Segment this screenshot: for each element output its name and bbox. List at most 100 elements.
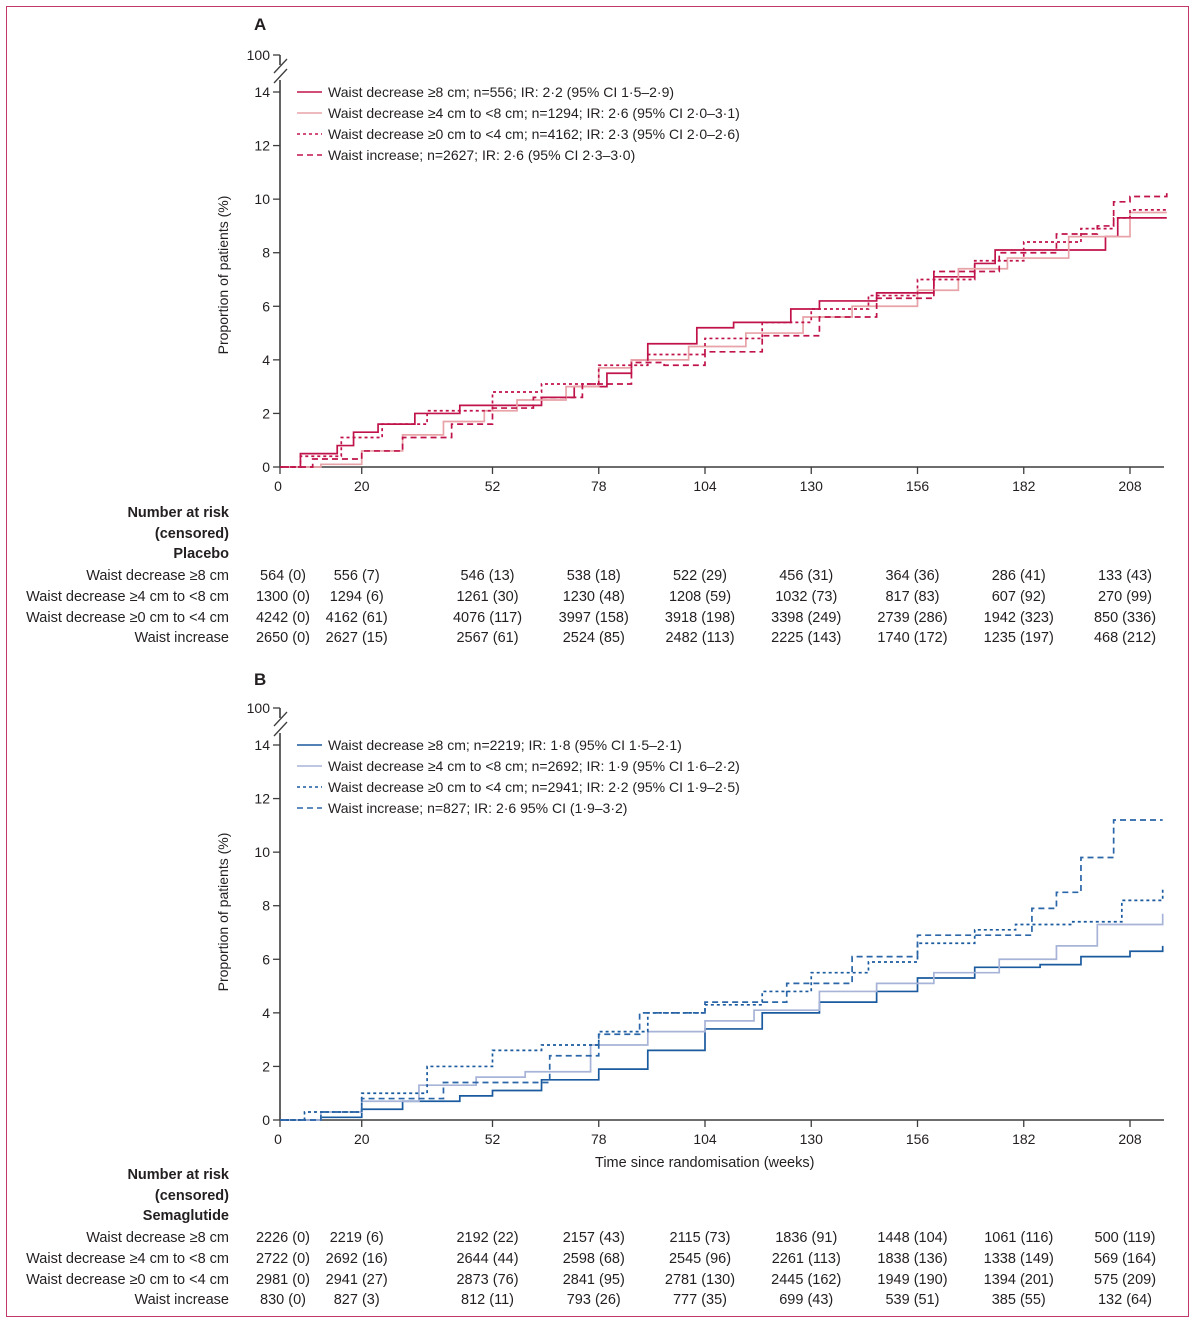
risk-cell: 2524 (85) — [562, 630, 625, 647]
risk-row-label: Waist increase — [134, 630, 229, 647]
risk-cell: 575 (209) — [1093, 1271, 1157, 1288]
risk-table-heading: (censored) — [154, 1187, 229, 1204]
risk-table-heading: (censored) — [154, 525, 229, 542]
risk-cell: 1061 (116) — [984, 1230, 1054, 1247]
panel-a-x-tick-label: 182 — [1012, 478, 1036, 494]
risk-cell: 2115 (73) — [669, 1230, 731, 1247]
panel-b-legend-entry: Waist decrease ≥0 cm to <4 cm; n=2941; I… — [328, 779, 740, 795]
panel-b-y-tick-label: 10 — [254, 844, 270, 860]
panel-b-y-tick-label: 2 — [262, 1058, 270, 1074]
panel-a-x-tick-label: 78 — [591, 478, 607, 494]
panel-b-series-line-0 — [280, 945, 1164, 1121]
risk-cell: 538 (18) — [566, 568, 621, 585]
panel-a-x-tick-label: 208 — [1118, 478, 1142, 494]
risk-cell: 522 (29) — [672, 568, 728, 585]
risk-cell: 2722 (0) — [255, 1250, 311, 1267]
risk-cell: 2225 (143) — [771, 630, 842, 647]
risk-cell: 2981 (0) — [255, 1271, 311, 1288]
panel-a-y-break-label: 100 — [247, 47, 271, 63]
panel-b-y-tick-label: 6 — [262, 951, 270, 967]
risk-row-label: Waist decrease ≥0 cm to <4 cm — [26, 609, 229, 626]
risk-cell: 1394 (201) — [983, 1271, 1054, 1288]
panel-b-axis-break-mark — [273, 721, 288, 737]
panel-b-plot: 100 0 2 4 6 8 10 12 14 Proportion of patients (%)… — [215, 700, 1164, 1147]
risk-cell: 4076 (117) — [452, 609, 523, 626]
panel-a-series-line-0 — [280, 217, 1167, 468]
panel-a-y-tick-label: 14 — [254, 84, 270, 100]
panel-b-y-tick-label: 0 — [262, 1112, 270, 1128]
risk-cell: 850 (336) — [1093, 609, 1157, 626]
panel-b-x-tick-label: 0 — [274, 1131, 282, 1147]
panel-b-series-line-3 — [280, 819, 1163, 1121]
panel-b-legend: Waist decrease ≥8 cm; n=2219; IR: 1·8 (9… — [297, 737, 740, 816]
risk-cell: 2567 (61) — [456, 630, 519, 647]
risk-row-label: Waist decrease ≥8 cm — [86, 568, 229, 585]
risk-cell: 468 (212) — [1093, 630, 1157, 647]
risk-cell: 2219 (6) — [329, 1230, 384, 1247]
panel-b-axis-break-mark — [273, 711, 288, 727]
risk-cell: 2781 (130) — [664, 1271, 736, 1288]
risk-cell: 777 (35) — [672, 1292, 728, 1309]
risk-cell: 1294 (6) — [329, 588, 384, 605]
risk-cell: 2545 (96) — [668, 1250, 732, 1267]
risk-cell: 539 (51) — [885, 1292, 940, 1309]
risk-cell: 3398 (249) — [771, 609, 842, 626]
panel-a-x-tick-label: 52 — [485, 478, 501, 494]
risk-cell: 2445 (162) — [771, 1271, 842, 1288]
risk-cell: 607 (92) — [991, 588, 1046, 605]
panel-a-y-tick-label: 0 — [262, 459, 270, 475]
risk-row-label: Waist increase — [134, 1292, 229, 1309]
risk-table-heading: Number at risk — [127, 1167, 229, 1183]
risk-cell: 2692 (16) — [325, 1250, 388, 1267]
risk-cell: 1836 (91) — [775, 1230, 838, 1247]
risk-cell: 2644 (44) — [456, 1250, 519, 1267]
panel-a-legend: Waist decrease ≥8 cm; n=556; IR: 2·2 (95… — [297, 84, 740, 163]
panel-b-x-tick-label: 182 — [1012, 1131, 1036, 1147]
panel-label-a: A — [254, 15, 267, 34]
panel-a-x-tick-label: 20 — [354, 478, 370, 494]
risk-cell: 817 (83) — [885, 588, 940, 605]
risk-cell: 2226 (0) — [255, 1230, 311, 1247]
panel-a-plot: 100 0 2 4 6 8 10 12 14 Proportion of patients (%)… — [215, 47, 1168, 494]
risk-cell: 456 (31) — [779, 568, 834, 585]
risk-cell: 2873 (76) — [456, 1271, 519, 1288]
panel-a-legend-entry: Waist increase; n=2627; IR: 2·6 (95% CI … — [328, 147, 635, 163]
risk-cell: 793 (26) — [566, 1292, 621, 1309]
panel-b-legend-entry: Waist increase; n=827; IR: 2·6 95% CI (1… — [328, 800, 627, 816]
panel-a-legend-entry: Waist decrease ≥0 cm to <4 cm; n=4162; I… — [328, 126, 740, 142]
risk-cell: 2941 (27) — [325, 1271, 388, 1288]
risk-cell: 133 (43) — [1097, 568, 1153, 585]
panel-b-y-axis-title: Proportion of patients (%) — [215, 833, 231, 992]
panel-b-y-break-label: 100 — [247, 700, 271, 716]
panel-b-legend-entry: Waist decrease ≥8 cm; n=2219; IR: 1·8 (9… — [328, 737, 682, 753]
risk-cell: 4242 (0) — [255, 609, 311, 626]
risk-cell: 1235 (197) — [983, 630, 1054, 647]
risk-cell: 270 (99) — [1097, 588, 1153, 605]
panel-a-x-tick-label: 0 — [274, 478, 282, 494]
panel-a-y-tick-label: 6 — [262, 298, 270, 314]
panel-label-b: B — [254, 670, 267, 689]
risk-cell: 556 (7) — [333, 568, 380, 585]
risk-cell: 1338 (149) — [983, 1250, 1054, 1267]
panel-b-y-tick-label: 14 — [254, 737, 270, 753]
risk-cell: 2192 (22) — [456, 1230, 519, 1247]
risk-row-label: Waist decrease ≥4 cm to <8 cm — [26, 1250, 229, 1267]
risk-table-heading: Semaglutide — [142, 1208, 229, 1225]
panel-a-axis-break-mark — [273, 68, 288, 84]
panel-b-x-tick-label: 156 — [906, 1131, 930, 1147]
panel-b-x-tick-label: 208 — [1118, 1131, 1142, 1147]
risk-cell: 2627 (15) — [325, 630, 388, 647]
panel-b-y-tick-label: 12 — [254, 791, 270, 807]
risk-cell: 1942 (323) — [983, 609, 1054, 626]
panel-b-y-tick-label: 4 — [262, 1005, 270, 1021]
panel-a-series-line-1 — [280, 211, 1167, 468]
risk-row-label: Waist decrease ≥8 cm — [86, 1230, 229, 1247]
risk-cell: 812 (11) — [461, 1292, 514, 1309]
risk-cell: 1230 (48) — [562, 588, 625, 605]
panel-b-x-tick-label: 104 — [693, 1131, 717, 1147]
risk-cell: 827 (3) — [333, 1292, 380, 1309]
risk-row-label: Waist decrease ≥4 cm to <8 cm — [26, 588, 229, 605]
risk-cell: 286 (41) — [991, 568, 1046, 585]
risk-cell: 1448 (104) — [877, 1230, 948, 1247]
